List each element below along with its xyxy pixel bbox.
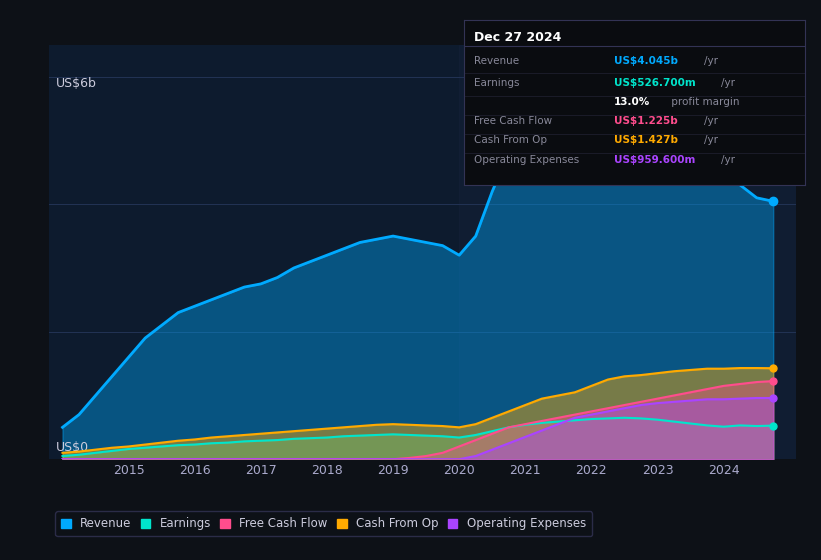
- Text: US$959.600m: US$959.600m: [614, 155, 695, 165]
- Text: US$526.700m: US$526.700m: [614, 78, 695, 88]
- Text: US$1.427b: US$1.427b: [614, 135, 678, 145]
- Text: US$1.225b: US$1.225b: [614, 116, 677, 126]
- Text: US$4.045b: US$4.045b: [614, 56, 678, 66]
- Text: Cash From Op: Cash From Op: [474, 135, 547, 145]
- Text: /yr: /yr: [722, 78, 736, 88]
- Text: /yr: /yr: [704, 56, 718, 66]
- Text: /yr: /yr: [704, 135, 718, 145]
- Text: US$0: US$0: [56, 441, 89, 454]
- Text: US$6b: US$6b: [56, 77, 97, 90]
- Bar: [459, 45, 796, 459]
- Text: /yr: /yr: [722, 155, 736, 165]
- Text: /yr: /yr: [704, 116, 718, 126]
- Text: 13.0%: 13.0%: [614, 97, 650, 107]
- Legend: Revenue, Earnings, Free Cash Flow, Cash From Op, Operating Expenses: Revenue, Earnings, Free Cash Flow, Cash …: [55, 511, 592, 536]
- Text: Revenue: Revenue: [474, 56, 519, 66]
- Text: Free Cash Flow: Free Cash Flow: [474, 116, 553, 126]
- Text: Dec 27 2024: Dec 27 2024: [474, 31, 562, 44]
- Text: profit margin: profit margin: [668, 97, 740, 107]
- Text: Earnings: Earnings: [474, 78, 520, 88]
- Text: Operating Expenses: Operating Expenses: [474, 155, 580, 165]
